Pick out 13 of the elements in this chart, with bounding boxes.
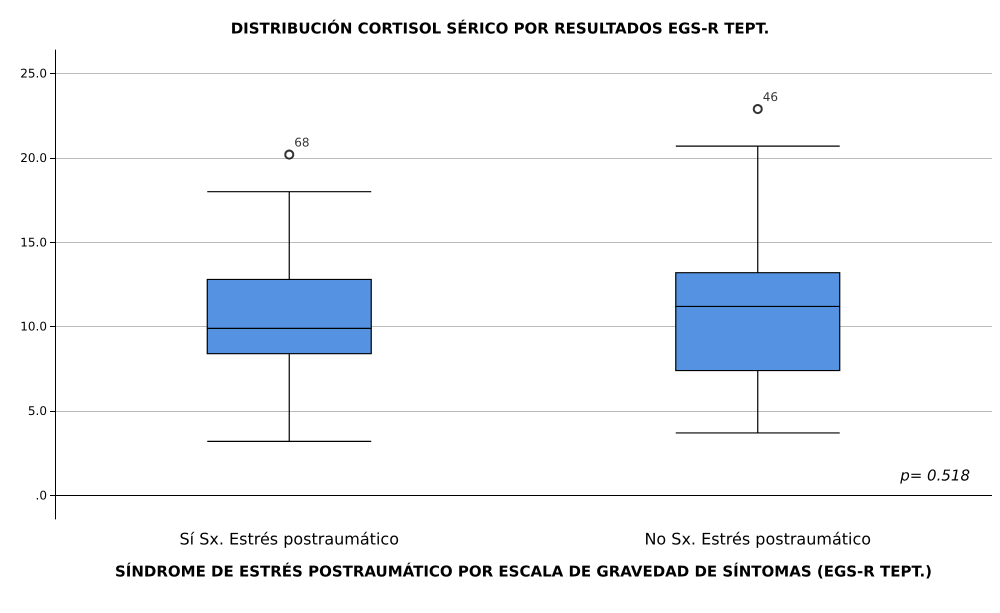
y-tick-label: .0	[36, 488, 47, 502]
y-tick-label: 25.0	[20, 66, 47, 81]
x-tick-label: Sí Sx. Estrés postraumático	[180, 530, 399, 548]
annotation: 68	[294, 136, 310, 150]
y-tick-label: 10.0	[20, 320, 47, 334]
x-tick-label: No Sx. Estrés postraumático	[644, 530, 872, 548]
y-tick-label: 15.0	[20, 235, 47, 250]
chart-title: DISTRIBUCIÓN CORTISOL SÉRICO POR RESULTADOS EGS-R TEPT.	[230, 20, 770, 38]
annotation: p= 0.518	[899, 466, 970, 484]
y-tick-label: 20.0	[20, 150, 47, 165]
annotation: 46	[762, 90, 778, 104]
y-tick-label: 5.0	[28, 404, 47, 418]
x-axis-title: SÍNDROME DE ESTRÉS POSTRAUMÁTICO POR ESCALA DE GRAVEDAD DE SÍNTOMAS (EGS-R TEPT.)	[114, 562, 932, 580]
